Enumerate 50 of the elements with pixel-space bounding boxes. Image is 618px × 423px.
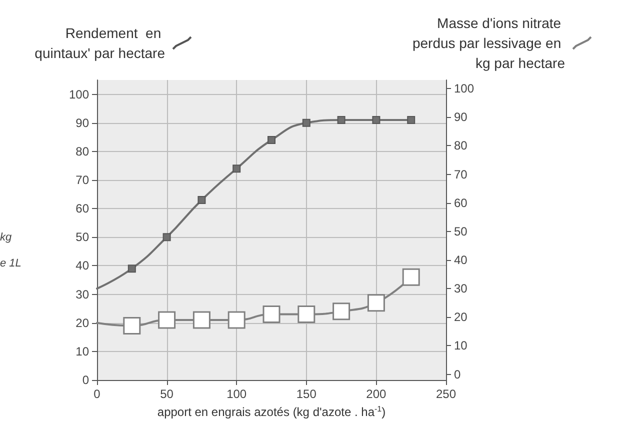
y2-tick-label: 100 [454,82,474,96]
text: kg [0,232,12,244]
legend-label: Rendement en quintaux' par hectare [34,25,166,61]
y-tick-label: 40 [76,258,90,273]
y-tick-label: 80 [76,144,90,158]
point [298,306,316,324]
y-tick-label: 60 [76,202,90,216]
point [372,116,380,124]
y2-tick-label: 0 [454,367,461,382]
text: e 1L [0,258,22,270]
x-tick-label: 250 [436,387,456,401]
y-tick-label: 70 [76,173,90,187]
point [332,302,350,320]
legend-label: Masse d'ions nitrate perdus par lessivage en kg par hectare [412,15,566,71]
y2-tick-label: 60 [454,196,468,210]
point [228,311,246,329]
point [407,116,416,124]
x-tick-label: 0 [94,387,101,401]
x-tick-label: 150 [296,387,317,401]
point [302,118,310,127]
point [123,316,141,334]
point [192,311,210,329]
y2-tick-label: 50 [454,224,468,238]
y-tick-label: 100 [68,87,90,102]
y2-tick-label: 80 [454,138,468,153]
x-tick-label: 100 [226,387,247,401]
y2-tick-label: 10 [454,338,468,353]
point [268,136,276,144]
point [162,233,171,242]
y-tick-label: 30 [76,287,90,302]
y-tick-label: 20 [76,316,90,330]
y2-tick-label: 40 [454,253,468,267]
point [128,264,136,273]
point [232,164,241,173]
x-tick-label: 200 [366,387,387,401]
point [337,116,346,124]
y-tick-label: 90 [76,116,90,130]
y2-tick-label: 20 [454,310,468,324]
y-tick-label: 50 [76,230,90,244]
y2-tick-label: 90 [454,110,468,124]
point [158,311,176,329]
point [198,196,206,204]
y2-tick-label: 30 [454,282,468,296]
x-tick-label: 50 [160,387,174,401]
y-tick-label: 0 [82,373,90,387]
point [262,306,280,324]
point [367,294,385,312]
y2-tick-label: 70 [454,167,468,182]
point [402,268,420,286]
y-tick-label: 10 [76,344,90,358]
